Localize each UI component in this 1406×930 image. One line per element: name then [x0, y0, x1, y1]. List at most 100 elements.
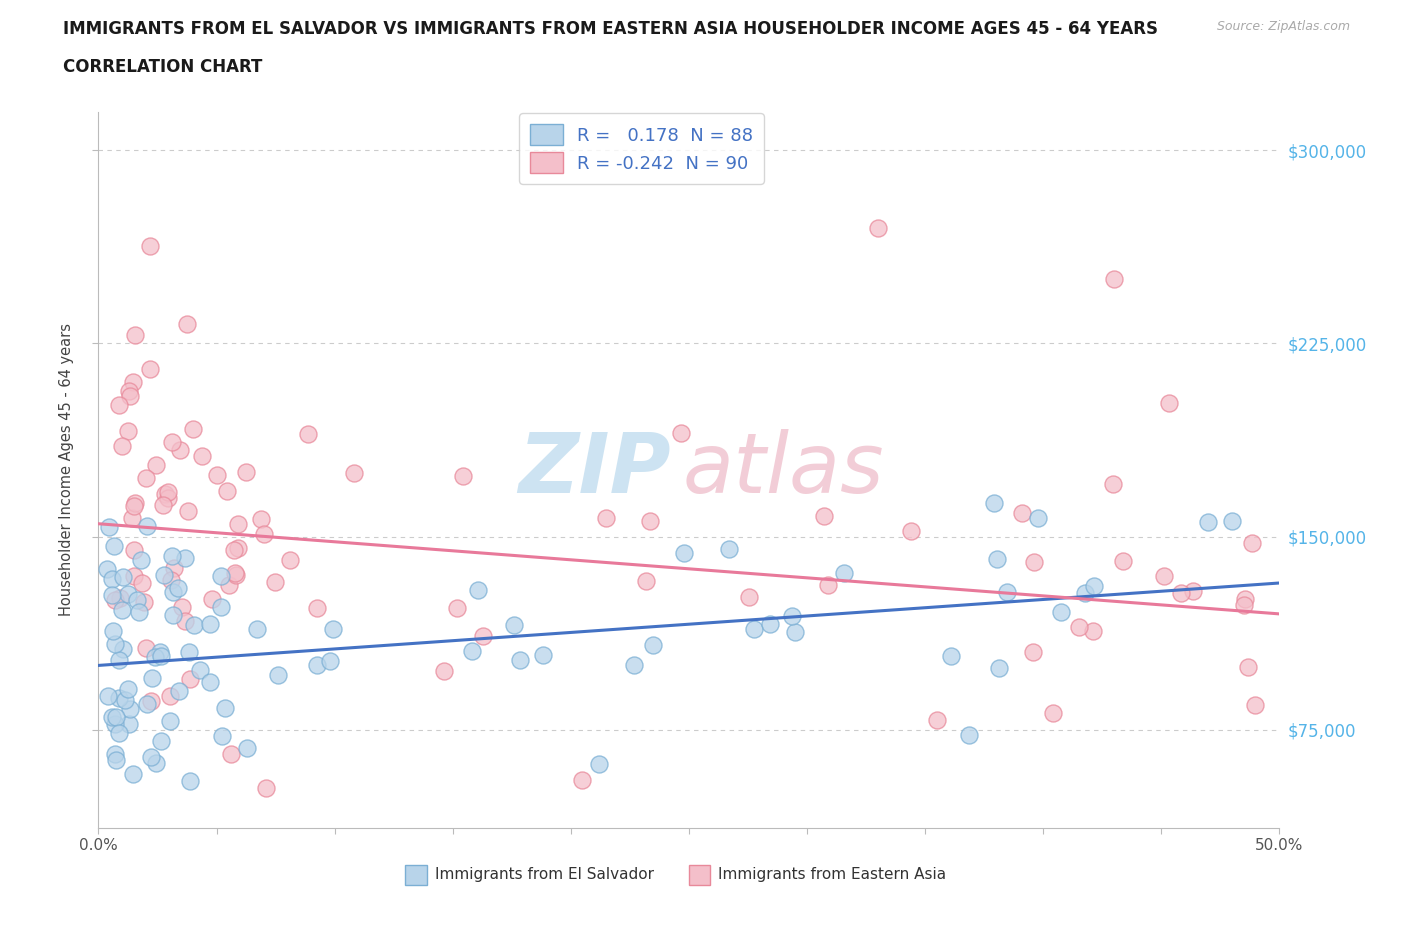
Point	[319, 654, 342, 669]
Point	[1233, 598, 1256, 613]
Point	[1022, 644, 1045, 659]
Point	[235, 464, 257, 479]
Point	[112, 570, 135, 585]
Point	[623, 658, 645, 672]
Point	[1024, 555, 1046, 570]
Point	[198, 617, 221, 631]
Point	[1102, 476, 1125, 491]
Point	[188, 662, 211, 677]
Point	[159, 688, 181, 703]
Point	[472, 629, 495, 644]
Point	[179, 645, 201, 660]
Point	[162, 585, 184, 600]
Text: Source: ZipAtlas.com: Source: ZipAtlas.com	[1216, 20, 1350, 33]
Point	[503, 618, 526, 632]
Point	[1050, 604, 1073, 619]
Point	[246, 621, 269, 636]
Point	[101, 588, 124, 603]
Point	[451, 469, 474, 484]
Point	[1153, 568, 1175, 583]
Point	[122, 568, 145, 583]
Point	[124, 327, 146, 342]
Point	[122, 543, 145, 558]
Point	[636, 574, 658, 589]
Point	[170, 600, 193, 615]
Point	[141, 671, 163, 685]
Point	[131, 576, 153, 591]
Point	[1159, 395, 1181, 410]
Point	[986, 552, 1008, 567]
Point	[163, 561, 186, 576]
Point	[169, 443, 191, 458]
Point	[162, 608, 184, 623]
Y-axis label: Householder Income Ages 45 - 64 years: Householder Income Ages 45 - 64 years	[59, 323, 75, 617]
Point	[136, 518, 159, 533]
Point	[226, 540, 249, 555]
Point	[108, 591, 131, 605]
Point	[181, 422, 204, 437]
Point	[198, 674, 221, 689]
Point	[509, 652, 531, 667]
Point	[114, 693, 136, 708]
Point	[138, 238, 160, 253]
Point	[160, 548, 183, 563]
Point	[1240, 536, 1263, 551]
Point	[1042, 706, 1064, 721]
Text: Immigrants from Eastern Asia: Immigrants from Eastern Asia	[718, 868, 946, 883]
Point	[129, 552, 152, 567]
Point	[104, 747, 127, 762]
Point	[305, 658, 328, 672]
Point	[250, 512, 273, 526]
Point	[1112, 553, 1135, 568]
Point	[957, 727, 980, 742]
Point	[152, 568, 174, 583]
Point	[105, 709, 128, 724]
Point	[211, 728, 233, 743]
Point	[433, 664, 456, 679]
Point	[108, 652, 131, 667]
Point	[156, 490, 179, 505]
Point	[638, 513, 661, 528]
Point	[118, 701, 141, 716]
Point	[1181, 583, 1204, 598]
Point	[1237, 659, 1260, 674]
Point	[96, 562, 118, 577]
Point	[156, 485, 179, 499]
Point	[1102, 272, 1125, 286]
Point	[595, 511, 617, 525]
Text: ZIP: ZIP	[519, 429, 671, 511]
Point	[177, 504, 200, 519]
Point	[111, 642, 134, 657]
Point	[117, 424, 139, 439]
Point	[141, 693, 163, 708]
Point	[278, 552, 301, 567]
Point	[111, 439, 134, 454]
Point	[98, 519, 121, 534]
Point	[120, 389, 142, 404]
Point	[297, 426, 319, 441]
Point	[135, 471, 157, 485]
Point	[117, 682, 139, 697]
Point	[179, 774, 201, 789]
Point	[108, 691, 131, 706]
Point	[127, 592, 149, 607]
Point	[128, 604, 150, 619]
Point	[141, 750, 163, 764]
Point	[1244, 698, 1267, 713]
Point	[939, 649, 962, 664]
Point	[264, 575, 287, 590]
Point	[152, 498, 174, 512]
Point	[191, 448, 214, 463]
Point	[1069, 620, 1091, 635]
Point	[121, 511, 143, 525]
Point	[236, 740, 259, 755]
Point	[209, 599, 232, 614]
Point	[205, 468, 228, 483]
Point	[997, 584, 1019, 599]
Point	[117, 383, 139, 398]
Point	[988, 660, 1011, 675]
Point	[254, 781, 277, 796]
Point	[446, 601, 468, 616]
Point	[531, 648, 554, 663]
Point	[342, 466, 364, 481]
